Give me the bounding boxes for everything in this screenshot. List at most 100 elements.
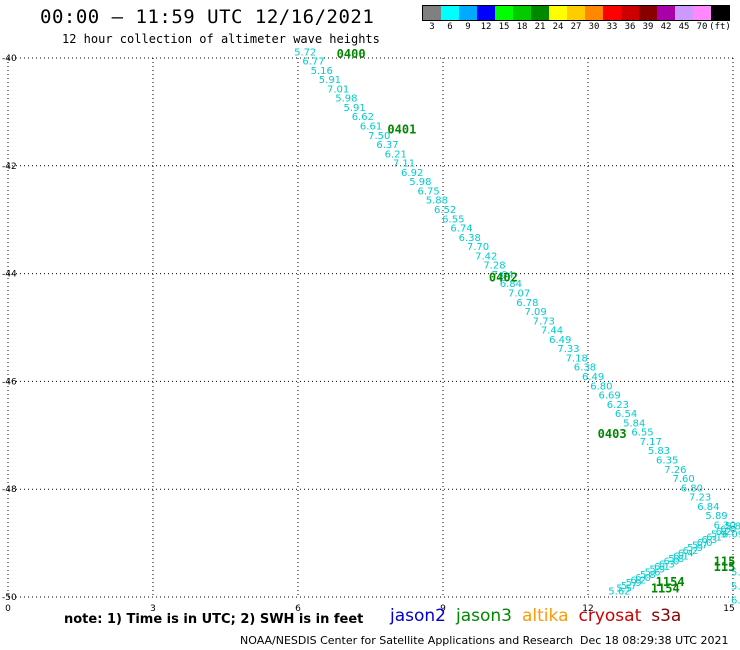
lon-tick-label: 3 [150,604,156,614]
lat-tick-label: -50 [2,593,17,603]
satellite-cryosat: cryosat [578,606,642,626]
swh-value: 6.2 [682,546,698,557]
swh-value: 6.84 [500,279,522,290]
swh-value: 5.98 [335,94,357,105]
swh-value: 6.78 [516,298,538,309]
swh-value: 6.0 [635,573,651,584]
legend-swatch [495,6,513,20]
lat-tick-label: -42 [2,162,17,172]
swh-value: 5.9 [626,578,642,589]
legend-swatch [477,6,495,20]
map-ticks: 0 3 6 9 12 15 -40 -42 -44 -46 -48 -50 [2,54,735,614]
lon-tick-label: 12 [582,604,593,614]
swh-value: 6.69 [598,391,620,402]
legend-swatch [603,6,621,20]
legend-unit: (ft) [709,22,731,32]
swh-value: 7.04 [492,270,514,281]
legend-swatch [639,6,657,20]
legend-label: 45 [678,22,690,32]
swh-value: 5.84 [623,418,645,429]
swh-value: 5.6 [731,567,740,578]
swh-value: 6.0 [720,524,736,535]
legend-swatch [657,6,675,20]
page-title: 00:00 – 11:59 UTC 12/16/2021 [40,6,375,28]
swh-value: 6.37 [376,140,398,151]
swh-value: 5.7 [621,581,637,592]
track-time-label: 115 [714,555,736,569]
swh-value: 7.44 [541,326,563,337]
altimeter-track: 5.726.775.165.917.015.985.916.626.617.50… [294,47,740,606]
swh-value: 6.2 [630,576,646,587]
swh-value: 6.80 [681,483,703,494]
lon-tick-label: 15 [723,604,734,614]
swh-value: 6.3 [701,535,717,546]
swh-value: 5.9 [649,565,665,576]
legend-swatch [711,6,729,20]
lat-tick-label: -44 [2,270,17,280]
swh-value: 7.73 [533,316,555,327]
legend-swatch [621,6,639,20]
swh-value: 5.8 [725,522,740,533]
map-grid [7,57,734,598]
satellite-jason2: jason2 [390,606,446,626]
swh-value: 6.35 [656,455,678,466]
swh-value: 6.1 [673,551,689,562]
legend-label: 27 [570,22,582,32]
swh-value: 7.11 [393,159,415,170]
swh-value: 7.42 [475,251,497,262]
legend-label: 6 [447,22,453,32]
track-time-label: 1154 [651,582,680,596]
swh-value: 5.5 [616,584,632,595]
legend-label: 33 [606,22,618,32]
swh-value: 6.0 [697,538,713,549]
legend-swatch [585,6,603,20]
legend-swatch [441,6,459,20]
swh-value: 6.09 [722,530,740,541]
swh-value: 7.07 [508,289,530,300]
swh-value: 6.84 [697,502,719,513]
track-time-label: 115 [714,560,736,574]
swh-value: 5.16 [311,66,333,77]
swh-value: 7.01 [327,84,349,95]
satellite-jason3: jason3 [456,606,512,626]
footer-credit: NOAA/NESDIS Center for Satellite Applica… [240,634,574,647]
swh-value: 6.49 [582,372,604,383]
legend-label: 15 [498,22,510,32]
legend-swatch [549,6,567,20]
legend-label: 24 [552,22,564,32]
swh-value: 5.9 [711,530,727,541]
swh-value: 5.72 [294,47,316,58]
swh-value: 6.54 [615,409,637,420]
lon-tick-label: 6 [295,604,301,614]
swh-value: 5.88 [426,196,448,207]
swh-value: 5.83 [648,446,670,457]
lat-tick-label: -40 [2,54,17,64]
swh-value: 6.52 [434,205,456,216]
swh-value: 6.38 [574,363,596,374]
track-time-label: 0400 [337,47,366,61]
swh-value: 5.89 [705,511,727,522]
swh-value: 5.4 [731,581,740,592]
legend-label: 30 [588,22,600,32]
swh-value: 7.70 [467,242,489,253]
track-time-label: 0401 [387,122,416,136]
swh-value: 6.1 [654,562,670,573]
track-time-label: 1154 [656,575,685,589]
legend-swatch [567,6,585,20]
lat-tick-label: -46 [2,377,17,387]
legend-label: 39 [642,22,654,32]
swh-value: 5.9 [687,543,703,554]
swh-value: 5.8 [640,570,656,581]
legend-label: 12 [480,22,492,32]
swh-value: 7.17 [640,437,662,448]
swh-value: 5.91 [319,75,341,86]
swh-value: 6.30 [714,520,736,531]
swh-value: 6.74 [450,224,472,235]
swh-value: 5.62 [608,586,630,597]
legend-label: 42 [660,22,672,32]
legend-label: 9 [465,22,471,32]
satellite-legend: jason2 jason3 altika cryosat s3a [390,606,691,626]
page-subtitle: 12 hour collection of altimeter wave hei… [62,32,380,46]
